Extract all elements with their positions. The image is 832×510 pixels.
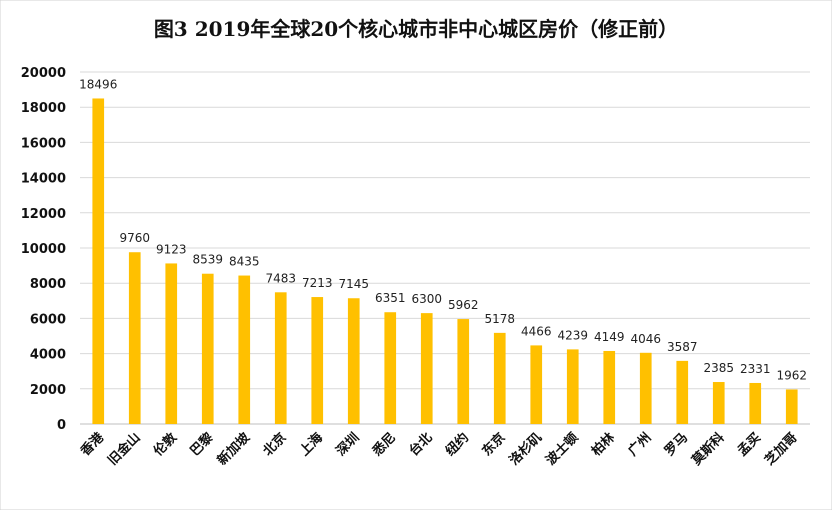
- data-label: 7213: [302, 276, 333, 290]
- data-label: 7483: [265, 271, 296, 285]
- data-label: 6300: [411, 292, 442, 306]
- data-label: 2331: [740, 362, 771, 376]
- bar: [165, 263, 178, 424]
- bar: [530, 345, 543, 424]
- y-tick-label: 2000: [30, 383, 66, 398]
- data-label-layer: 18496 9760 9123 8539 8435 7483 7213 7145 6351 630…: [79, 77, 807, 382]
- bar: [347, 298, 360, 424]
- y-tick-label: 6000: [30, 312, 66, 327]
- grid-layer: [80, 71, 810, 425]
- data-label: 5178: [484, 312, 515, 326]
- data-label: 18496: [79, 77, 117, 91]
- bar: [785, 389, 798, 424]
- chart-title: 图3 2019年全球20个核心城市非中心城区房价（修正前）: [154, 17, 678, 41]
- bar: [201, 273, 214, 424]
- data-label: 4466: [521, 324, 552, 338]
- bar: [566, 349, 579, 424]
- y-tick-label: 8000: [30, 277, 66, 292]
- bar: [238, 275, 251, 424]
- bar: [603, 350, 616, 424]
- y-tick-label: 10000: [21, 242, 66, 257]
- y-tick-label: 16000: [21, 136, 66, 151]
- y-tick-label: 12000: [21, 207, 66, 222]
- data-label: 5962: [448, 298, 479, 312]
- data-label: 9760: [119, 231, 150, 245]
- bar: [457, 319, 470, 424]
- data-label: 1962: [776, 368, 807, 382]
- bar-series: [92, 98, 798, 424]
- bar: [274, 292, 287, 424]
- data-label: 4149: [594, 330, 625, 344]
- y-tick-label: 4000: [30, 348, 66, 363]
- data-label: 2385: [703, 361, 734, 375]
- data-label: 4239: [557, 328, 588, 342]
- y-tick-label: 14000: [21, 172, 66, 187]
- data-label: 8435: [229, 255, 260, 269]
- y-tick-label: 20000: [21, 66, 66, 81]
- data-label: 9123: [156, 242, 187, 256]
- bar: [676, 360, 689, 424]
- data-label: 4046: [630, 332, 661, 346]
- data-label: 3587: [667, 340, 698, 354]
- bar: [311, 297, 324, 424]
- y-axis: 0 2000 4000 6000 8000 10000 12000 14000 16000 180…: [21, 66, 66, 433]
- bar: [493, 332, 506, 424]
- bar: [92, 98, 105, 424]
- bar: [749, 382, 762, 424]
- bar: [420, 313, 433, 424]
- bar: [639, 352, 652, 424]
- y-tick-label: 0: [57, 418, 66, 433]
- bar: [712, 382, 725, 424]
- data-label: 6351: [375, 291, 406, 305]
- y-tick-label: 18000: [21, 101, 66, 116]
- bar: [128, 252, 141, 424]
- data-label: 7145: [338, 277, 369, 291]
- data-label: 8539: [192, 253, 223, 267]
- bar: [384, 312, 397, 424]
